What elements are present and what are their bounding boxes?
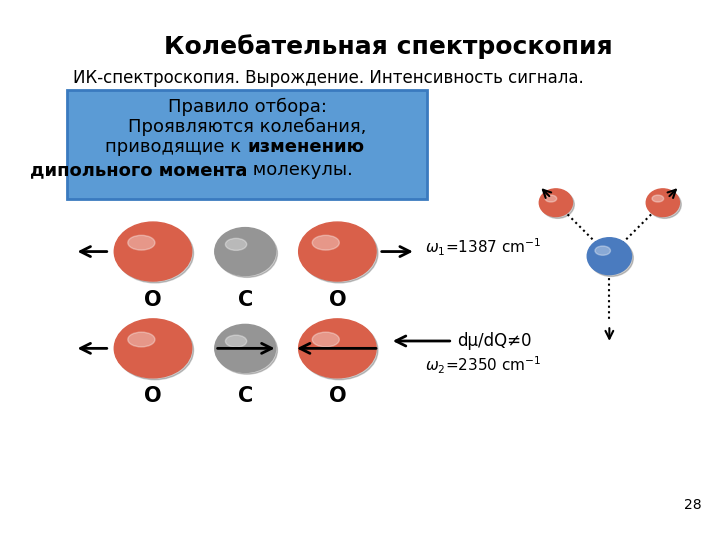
Text: Колебательная спектроскопия: Колебательная спектроскопия [163,35,613,59]
Text: dμ/dQ≠0: dμ/dQ≠0 [457,332,532,350]
Ellipse shape [541,191,575,218]
Text: ИК-спектроскопия. Вырождение. Интенсивность сигнала.: ИК-спектроскопия. Вырождение. Интенсивно… [73,69,583,87]
Text: Правило отбора:: Правило отбора: [168,98,327,116]
FancyBboxPatch shape [67,90,427,199]
Ellipse shape [589,240,634,276]
Ellipse shape [299,319,376,378]
Ellipse shape [114,222,192,281]
Ellipse shape [312,332,339,347]
Ellipse shape [299,222,376,281]
Ellipse shape [300,321,378,380]
Ellipse shape [539,189,572,217]
Text: O: O [328,386,346,406]
Ellipse shape [595,246,611,255]
Ellipse shape [215,325,276,373]
Ellipse shape [217,230,277,278]
Ellipse shape [647,189,680,217]
Ellipse shape [116,224,194,283]
Ellipse shape [128,332,155,347]
Text: 28: 28 [684,498,701,512]
Ellipse shape [225,238,247,251]
Text: изменению: изменению [247,138,364,157]
Text: C: C [238,386,253,406]
Text: Проявляются колебания,: Проявляются колебания, [128,118,366,136]
Ellipse shape [116,321,194,380]
Ellipse shape [312,235,339,250]
Text: C: C [238,289,253,309]
Text: O: O [144,386,162,406]
Text: $\omega_1$=1387 cm$^{-1}$: $\omega_1$=1387 cm$^{-1}$ [425,237,541,258]
Ellipse shape [545,195,557,202]
Ellipse shape [114,319,192,378]
Text: O: O [328,289,346,309]
Ellipse shape [225,335,247,347]
Text: O: O [144,289,162,309]
Ellipse shape [300,224,378,283]
Text: $\omega_2$=2350 cm$^{-1}$: $\omega_2$=2350 cm$^{-1}$ [425,354,541,376]
Ellipse shape [217,326,277,374]
Ellipse shape [128,235,155,250]
Ellipse shape [648,191,681,218]
Text: дипольного момента: дипольного момента [30,161,247,179]
Ellipse shape [652,195,664,202]
Text: молекулы.: молекулы. [247,161,353,179]
Ellipse shape [215,227,276,275]
Text: приводящие к: приводящие к [105,138,247,157]
Ellipse shape [588,238,631,275]
